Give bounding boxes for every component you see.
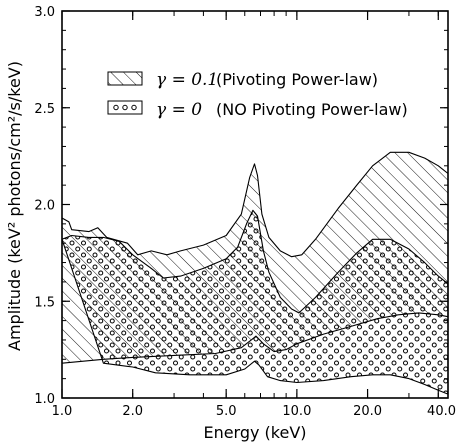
- y-tick-label: 1.0: [34, 392, 55, 407]
- x-tick-label: 10.0: [282, 404, 311, 419]
- legend-swatch-hatch: [107, 71, 143, 86]
- band-no-pivoting: [61, 209, 449, 395]
- legend-circle: [131, 104, 137, 111]
- data-bands: [61, 151, 449, 395]
- legend-symbol-hatch: γ = 0.1: [156, 70, 218, 90]
- y-tick-label: 2.0: [34, 199, 55, 214]
- legend-swatch-circles: [107, 100, 143, 115]
- legend-label-hatch: (Pivoting Power-law): [216, 70, 378, 89]
- x-tick-label: 40.0: [427, 404, 456, 419]
- y-tick-label: 3.0: [34, 5, 55, 20]
- legend-symbol-circles: γ = 0: [156, 100, 202, 120]
- x-tick-label: 20.0: [353, 404, 382, 419]
- legend-circle: [122, 104, 128, 111]
- x-tick-label: 5.0: [216, 404, 237, 419]
- legend: γ = 0.1 (Pivoting Power-law) γ = 0 (NO P…: [107, 70, 408, 120]
- y-tick-label: 2.5: [34, 102, 55, 117]
- x-tick-label: 1.0: [52, 404, 73, 419]
- y-tick-label: 1.5: [34, 295, 55, 310]
- y-axis-label: Amplitude (keV² photons/cm²/s/keV): [5, 61, 24, 351]
- x-axis-label: Energy (keV): [203, 423, 306, 442]
- axis-ticks: [61, 10, 448, 399]
- tick-labels: 1.0 1.5 2.0 2.5 3.0 1.0 2.0 5.0 10.0 20.0 40.0: [34, 5, 456, 419]
- x-tick-label: 2.0: [122, 404, 143, 419]
- legend-circle: [113, 104, 119, 111]
- legend-label-circles: (NO Pivoting Power-law): [216, 100, 408, 119]
